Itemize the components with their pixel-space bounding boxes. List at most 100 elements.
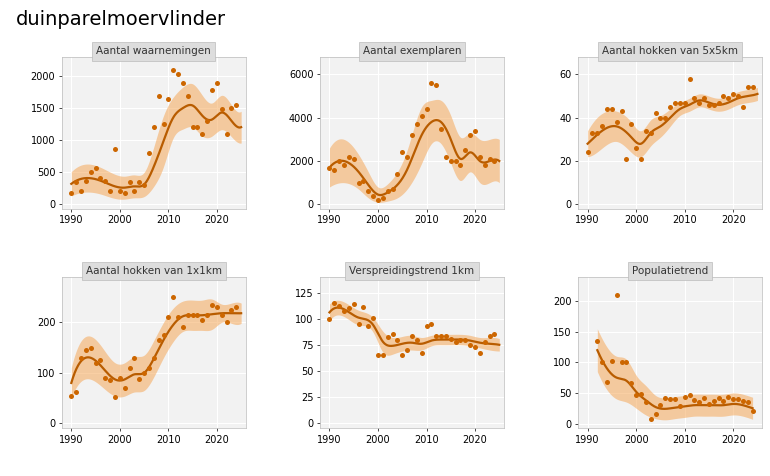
Point [167, 67, 179, 74]
Point [688, 94, 701, 102]
Point [601, 378, 613, 386]
Point [683, 391, 695, 398]
Point [109, 393, 121, 401]
Point [220, 318, 233, 326]
Point [220, 130, 233, 138]
Point [152, 336, 165, 344]
Point [333, 157, 345, 165]
Point [464, 341, 477, 348]
Point [479, 161, 491, 169]
Point [440, 333, 452, 340]
Point [391, 336, 403, 343]
Point [664, 395, 676, 403]
Point [387, 330, 399, 338]
Point [621, 155, 633, 163]
Point [469, 127, 481, 135]
Point [634, 390, 647, 398]
Point [737, 397, 749, 405]
Title: Aantal waarnemingen: Aantal waarnemingen [96, 46, 211, 56]
Point [420, 105, 433, 113]
Point [377, 194, 389, 202]
Title: Populatietrend: Populatietrend [632, 266, 708, 276]
Title: Aantal hokken van 5x5km: Aantal hokken van 5x5km [602, 46, 738, 56]
Point [430, 333, 443, 340]
Point [732, 395, 744, 403]
Point [323, 315, 336, 322]
Point [488, 330, 500, 338]
Point [712, 394, 725, 402]
Point [80, 178, 92, 185]
Point [75, 188, 87, 195]
Point [148, 123, 160, 131]
Point [99, 374, 112, 382]
Point [450, 338, 462, 346]
Point [396, 351, 408, 359]
Text: duinparelmoervlinder: duinparelmoervlinder [15, 10, 226, 29]
Point [196, 316, 209, 324]
Point [338, 307, 350, 315]
Point [138, 181, 150, 189]
Point [606, 357, 618, 365]
Point [367, 192, 380, 199]
Point [152, 92, 165, 100]
Point [162, 314, 175, 321]
Point [206, 301, 218, 308]
Point [133, 178, 146, 186]
Point [444, 157, 457, 165]
Point [172, 70, 184, 78]
Point [634, 155, 647, 163]
Point [114, 374, 126, 382]
Point [474, 153, 486, 160]
Point [123, 364, 136, 372]
Point [104, 377, 116, 384]
Point [211, 303, 223, 311]
Point [182, 92, 194, 100]
Point [94, 174, 106, 182]
Title: Aantal hokken van 1x1km: Aantal hokken van 1x1km [85, 266, 222, 276]
Point [186, 123, 199, 131]
Point [191, 123, 203, 131]
Point [722, 94, 735, 102]
Point [177, 79, 189, 87]
Point [581, 149, 594, 156]
Point [410, 336, 423, 343]
Point [488, 157, 500, 165]
Point [698, 394, 710, 402]
Point [450, 157, 462, 165]
Point [722, 393, 735, 400]
Point [323, 164, 336, 171]
Point [109, 146, 121, 153]
Point [718, 397, 730, 405]
Point [89, 359, 102, 367]
Point [396, 149, 408, 156]
Point [230, 303, 243, 311]
Point [401, 346, 413, 354]
Point [703, 400, 715, 408]
Point [167, 293, 179, 301]
Point [94, 357, 106, 364]
Point [129, 187, 141, 195]
Point [474, 349, 486, 357]
Point [65, 189, 78, 197]
Point [328, 299, 340, 307]
Point [142, 364, 155, 372]
Point [177, 324, 189, 331]
Point [226, 306, 238, 314]
Point [644, 416, 657, 423]
Point [727, 395, 739, 403]
Point [357, 177, 370, 184]
Point [484, 155, 496, 163]
Point [347, 155, 360, 163]
Point [211, 79, 223, 87]
Point [625, 379, 638, 387]
Point [586, 129, 598, 137]
Point [712, 99, 725, 107]
Point [372, 196, 384, 204]
Point [596, 358, 608, 366]
Point [698, 94, 710, 102]
Point [606, 105, 618, 113]
Point [119, 384, 131, 392]
Point [138, 369, 150, 377]
Point [746, 407, 758, 415]
Point [157, 120, 169, 128]
